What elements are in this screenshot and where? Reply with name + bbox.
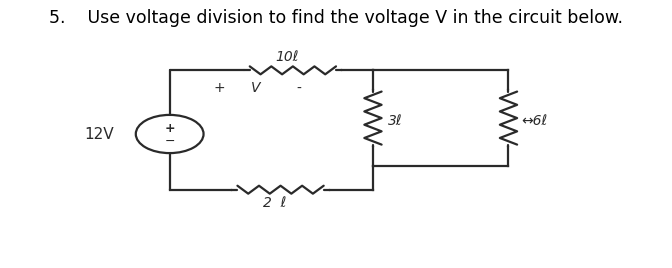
- Text: V: V: [251, 81, 261, 95]
- Text: −: −: [165, 135, 175, 148]
- Text: 10ℓ: 10ℓ: [275, 50, 298, 64]
- Text: 2  ℓ: 2 ℓ: [263, 196, 286, 210]
- Text: 5.    Use voltage division to find the voltage V in the circuit below.: 5. Use voltage division to find the volt…: [49, 9, 623, 27]
- Text: ↔6ℓ: ↔6ℓ: [521, 114, 547, 128]
- Text: 12V: 12V: [85, 126, 114, 142]
- Text: -: -: [296, 81, 302, 95]
- Text: +: +: [165, 122, 175, 135]
- Text: +: +: [213, 81, 224, 95]
- Text: 3ℓ: 3ℓ: [388, 114, 403, 128]
